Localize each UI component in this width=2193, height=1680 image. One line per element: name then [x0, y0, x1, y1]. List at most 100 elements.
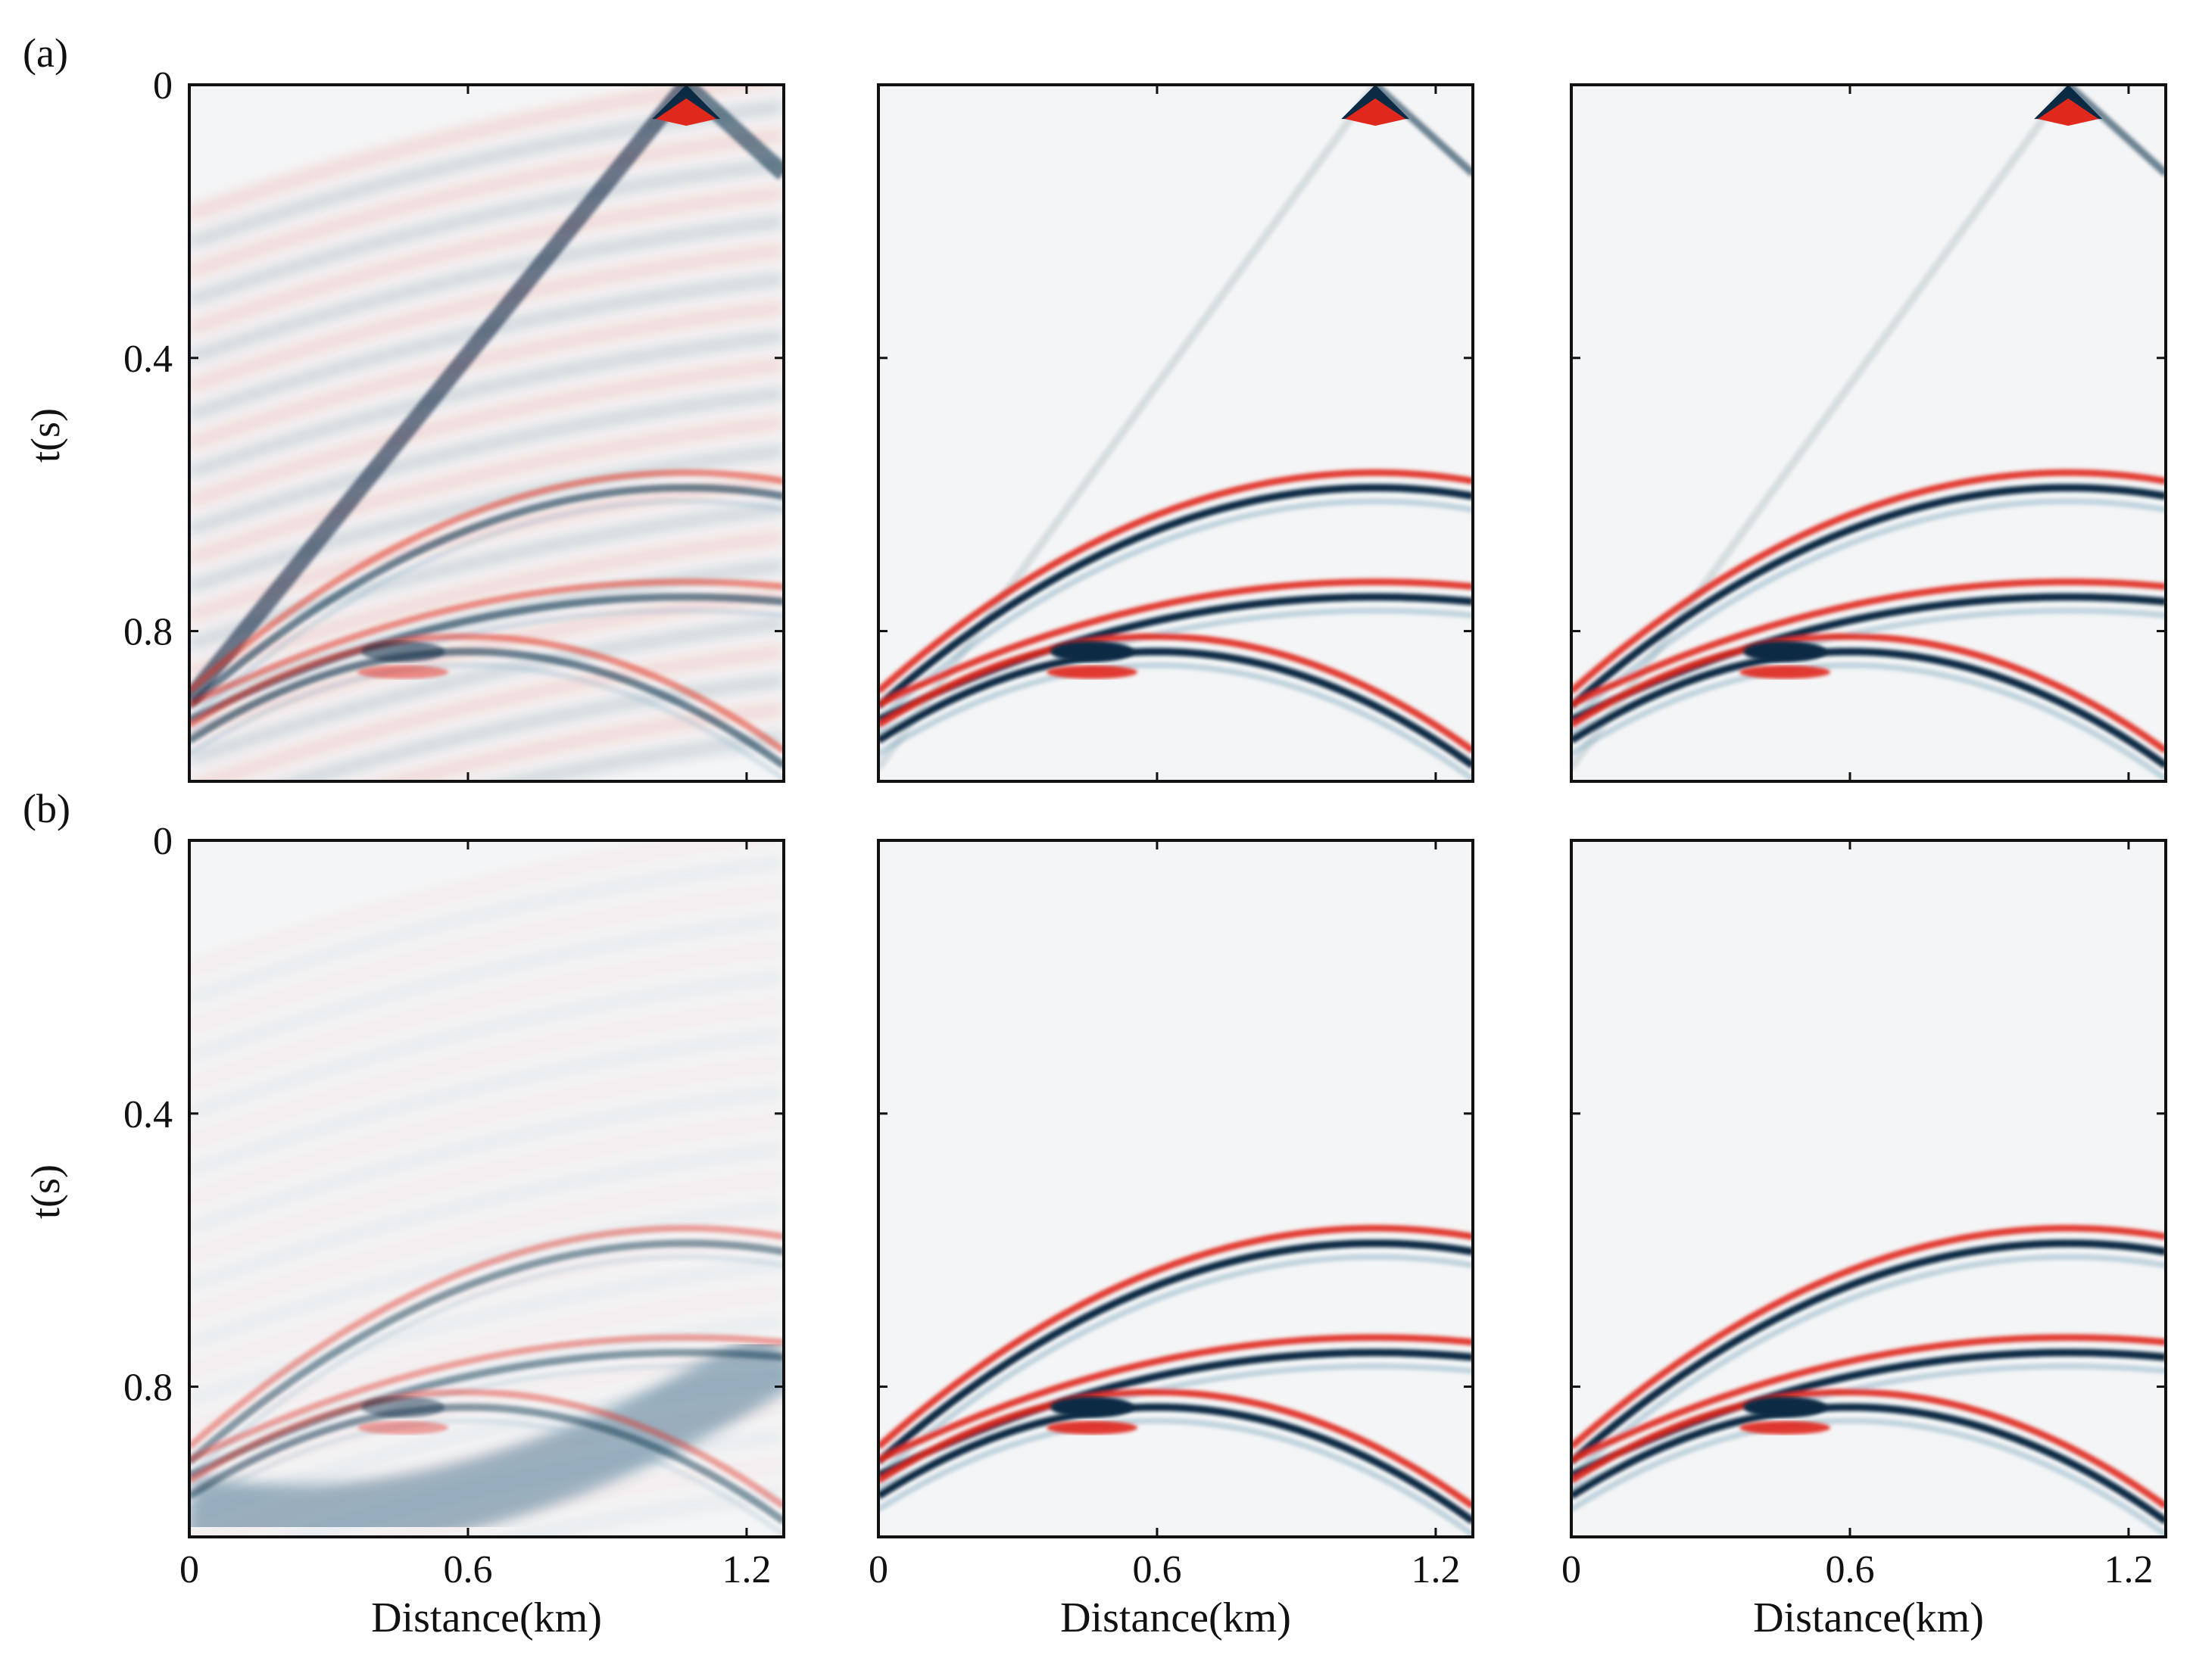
source-apex-red — [656, 98, 717, 126]
row-label-a: (a) — [23, 30, 68, 76]
x-tick-label: 0.6 — [1825, 1548, 1874, 1591]
x-tick-label: 0 — [869, 1548, 888, 1591]
y-axis-title-a: t(s) — [23, 408, 68, 463]
noise-stripe — [189, 1000, 784, 1148]
amplitude-blob-dark — [361, 1396, 445, 1418]
reflector-1-dark — [189, 484, 784, 709]
amplitude-blob-red — [357, 665, 449, 679]
noise-stripe — [189, 1201, 784, 1348]
x-tick-label: 1.2 — [1411, 1548, 1460, 1591]
panel-a-2 — [877, 83, 1474, 783]
noise-stripe — [189, 617, 784, 765]
reflector-1-dark — [1571, 484, 2166, 709]
noise-stripe — [189, 129, 784, 277]
noise-stripe — [189, 1344, 784, 1491]
noise-stripe — [281, 675, 784, 781]
noise-stripe — [189, 359, 784, 506]
reflector-1-red — [1571, 469, 2166, 694]
panel-frame — [877, 83, 1474, 783]
x-axis-title: Distance(km) — [371, 1594, 602, 1641]
x-tick-label: 0.6 — [1132, 1548, 1181, 1591]
reflector-3-sidelobe — [1571, 662, 2166, 781]
direct-wave-left — [189, 85, 693, 705]
noise-stripe — [189, 1172, 784, 1320]
amplitude-blob-red — [1047, 1420, 1138, 1435]
reflector-1-sidelobe — [878, 498, 1473, 722]
noise-stripe — [189, 1114, 784, 1262]
reflector-1-dark — [1571, 1239, 2166, 1465]
x-axis-title: Distance(km) — [1753, 1594, 1984, 1641]
x-tick-label: 0 — [179, 1548, 199, 1591]
y-tick-label: 0.4 — [123, 1093, 173, 1136]
noise-stripe — [192, 646, 784, 781]
y-tick-label: 0.4 — [123, 338, 173, 381]
amplitude-blob-dark — [1743, 1396, 1827, 1418]
reflector-1-red — [878, 1224, 1473, 1450]
noise-stripe — [189, 1058, 784, 1205]
noise-stripe — [189, 840, 772, 975]
x-axis-title: Distance(km) — [1060, 1594, 1291, 1641]
reflector-3-red — [1571, 1389, 2166, 1510]
source-apex-red — [1345, 98, 1406, 126]
noise-stripe — [189, 588, 784, 736]
reflector-1-sidelobe — [1571, 498, 2166, 722]
amplitude-blob-dark — [1050, 641, 1134, 662]
amplitude-blob-dark — [1743, 641, 1827, 662]
noise-stripe — [189, 187, 784, 335]
panel-frame — [188, 839, 785, 1538]
y-tick-label: 0.8 — [123, 611, 173, 654]
low-frequency-band — [189, 1323, 784, 1537]
x-tick-label: 0.6 — [443, 1548, 492, 1591]
noise-stripe — [189, 216, 784, 363]
noise-stripe — [189, 416, 784, 564]
reflector-1-red — [878, 469, 1473, 694]
amplitude-blob-red — [1739, 665, 1831, 679]
reflector-1-dark — [878, 484, 1473, 709]
noise-stripe — [189, 1086, 784, 1233]
source-apex-red — [2038, 98, 2099, 126]
reflector-3-red — [878, 1389, 1473, 1510]
panel-frame — [188, 83, 785, 783]
noise-stripe — [189, 330, 784, 478]
reflector-1-red — [1571, 1224, 2166, 1450]
reflector-3-sidelobe — [189, 1417, 784, 1537]
panel-frame — [1570, 83, 2167, 783]
noise-stripe — [379, 703, 784, 781]
direct-wave-right — [680, 85, 784, 180]
y-tick-label: 0 — [153, 820, 173, 863]
reflector-3-dark — [1571, 647, 2166, 769]
reflector-1-dark — [189, 1239, 784, 1465]
y-axis-title-b: t(s) — [23, 1164, 68, 1219]
reflector-1-red — [189, 469, 784, 694]
y-tick-label: 0 — [153, 64, 173, 108]
amplitude-blob-dark — [361, 641, 445, 662]
amplitude-blob-red — [357, 1420, 449, 1435]
panel-b-3: 0 0.6 1.2 Distance(km) — [1561, 839, 2167, 1641]
reflector-3-dark — [1571, 1403, 2166, 1525]
panel-a-1: 0 0.4 0.8 — [123, 64, 785, 783]
reflector-1-sidelobe — [878, 1254, 1473, 1478]
noise-stripe — [189, 885, 784, 1033]
reflector-3-red — [878, 633, 1473, 754]
panel-b-1: 0 0.4 0.8 0 0.6 1.2 Distance(km) — [123, 820, 785, 1641]
reflector-3-dark — [189, 647, 784, 769]
reflector-3-sidelobe — [878, 1417, 1473, 1537]
reflector-2-red — [878, 1334, 1473, 1464]
noise-stripe — [189, 388, 784, 535]
noise-stripe — [189, 1287, 784, 1435]
reflector-1-sidelobe — [189, 1254, 784, 1478]
row-label-b: (b) — [23, 786, 70, 831]
noise-stripe — [189, 856, 784, 1004]
reflector-2-red — [189, 578, 784, 709]
amplitude-blob-red — [1739, 1420, 1831, 1435]
panel-a-3 — [1570, 83, 2167, 783]
reflector-3-sidelobe — [189, 662, 784, 781]
reflector-1-red — [189, 1224, 784, 1450]
panel-b-2: 0 0.6 1.2 Distance(km) — [869, 839, 1474, 1641]
noise-stripe — [189, 158, 784, 306]
reflector-3-dark — [189, 1403, 784, 1525]
noise-stripe — [189, 302, 784, 450]
amplitude-blob-red — [1047, 665, 1138, 679]
x-tick-label: 1.2 — [2104, 1548, 2153, 1591]
noise-stripe — [495, 732, 784, 781]
